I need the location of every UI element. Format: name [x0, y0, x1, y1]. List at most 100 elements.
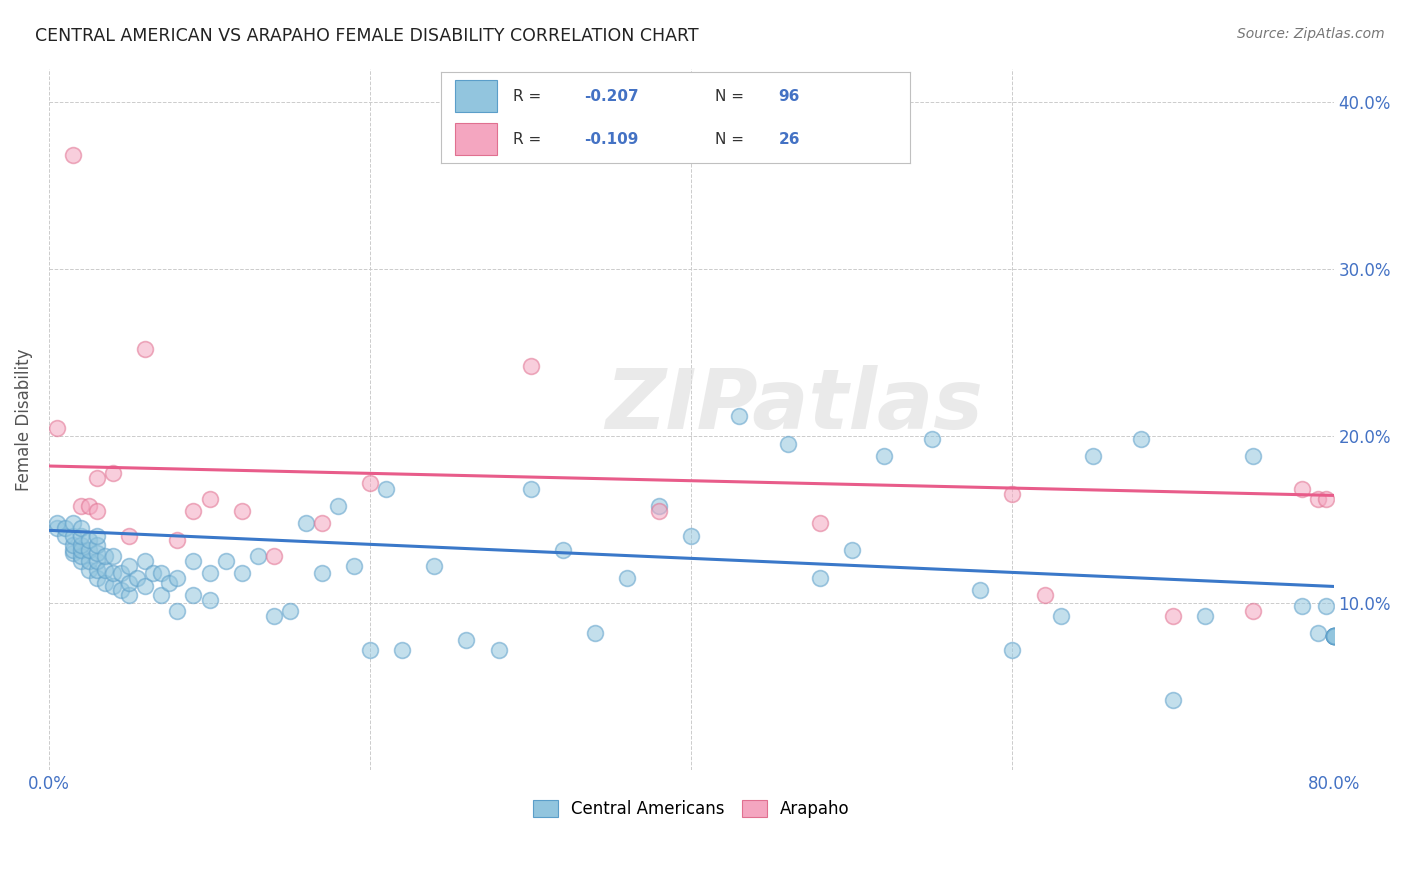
Point: [183, 504, 205, 518]
Point: [616, 571, 638, 585]
Point: [118, 529, 141, 543]
Point: [134, 554, 156, 568]
Point: [1001, 642, 1024, 657]
Point: [134, 342, 156, 356]
Point: [1315, 599, 1337, 614]
Point: [70, 542, 93, 557]
Point: [70, 549, 93, 564]
Point: [94, 576, 117, 591]
Point: [359, 642, 381, 657]
Point: [86, 571, 108, 585]
Text: ZIPatlas: ZIPatlas: [605, 365, 983, 446]
Point: [1323, 629, 1346, 643]
Point: [359, 475, 381, 490]
Text: CENTRAL AMERICAN VS ARAPAHO FEMALE DISABILITY CORRELATION CHART: CENTRAL AMERICAN VS ARAPAHO FEMALE DISAB…: [35, 27, 699, 45]
Point: [110, 566, 132, 580]
Point: [583, 626, 606, 640]
Point: [198, 592, 221, 607]
Point: [157, 576, 180, 591]
Point: [166, 571, 188, 585]
Point: [62, 546, 84, 560]
Point: [343, 559, 366, 574]
Point: [456, 632, 478, 647]
Point: [127, 571, 149, 585]
Point: [150, 588, 173, 602]
Point: [166, 604, 188, 618]
Point: [1241, 449, 1264, 463]
Point: [183, 588, 205, 602]
Point: [326, 499, 349, 513]
Point: [103, 466, 125, 480]
Point: [263, 549, 285, 564]
Point: [1129, 432, 1152, 446]
Point: [808, 516, 831, 530]
Point: [1323, 629, 1346, 643]
Point: [1323, 629, 1346, 643]
Point: [1161, 609, 1184, 624]
Point: [1001, 487, 1024, 501]
Point: [519, 483, 541, 497]
Point: [1161, 693, 1184, 707]
Point: [86, 554, 108, 568]
Point: [681, 529, 703, 543]
Point: [183, 554, 205, 568]
Y-axis label: Female Disability: Female Disability: [15, 348, 32, 491]
Point: [62, 148, 84, 162]
Point: [86, 504, 108, 518]
Point: [70, 499, 93, 513]
Point: [278, 604, 301, 618]
Point: [62, 529, 84, 543]
Point: [648, 499, 671, 513]
Point: [77, 542, 100, 557]
Point: [808, 571, 831, 585]
Point: [198, 492, 221, 507]
Point: [921, 432, 943, 446]
Point: [86, 471, 108, 485]
Point: [231, 566, 253, 580]
Point: [166, 533, 188, 547]
Point: [94, 563, 117, 577]
Point: [62, 516, 84, 530]
Point: [46, 521, 69, 535]
Point: [94, 549, 117, 564]
Point: [841, 542, 863, 557]
Point: [295, 516, 318, 530]
Point: [1315, 492, 1337, 507]
Point: [1306, 492, 1329, 507]
Point: [118, 559, 141, 574]
Point: [134, 579, 156, 593]
Point: [1049, 609, 1071, 624]
Point: [86, 537, 108, 551]
Point: [1081, 449, 1104, 463]
Point: [103, 549, 125, 564]
Point: [488, 642, 510, 657]
Point: [150, 566, 173, 580]
Point: [1291, 599, 1313, 614]
Point: [311, 516, 333, 530]
Point: [214, 554, 236, 568]
Point: [118, 588, 141, 602]
Legend: Central Americans, Arapaho: Central Americans, Arapaho: [526, 793, 856, 825]
Point: [103, 579, 125, 593]
Point: [1323, 629, 1346, 643]
Point: [62, 542, 84, 557]
Point: [519, 359, 541, 373]
Point: [1241, 604, 1264, 618]
Point: [311, 566, 333, 580]
Point: [62, 537, 84, 551]
Point: [70, 554, 93, 568]
Point: [551, 542, 574, 557]
Point: [70, 537, 93, 551]
Point: [1323, 629, 1346, 643]
Point: [1033, 588, 1056, 602]
Point: [873, 449, 896, 463]
Point: [77, 563, 100, 577]
Point: [1306, 626, 1329, 640]
Point: [776, 437, 799, 451]
Point: [1291, 483, 1313, 497]
Point: [118, 576, 141, 591]
Point: [70, 529, 93, 543]
Point: [1323, 629, 1346, 643]
Point: [70, 521, 93, 535]
Point: [423, 559, 446, 574]
